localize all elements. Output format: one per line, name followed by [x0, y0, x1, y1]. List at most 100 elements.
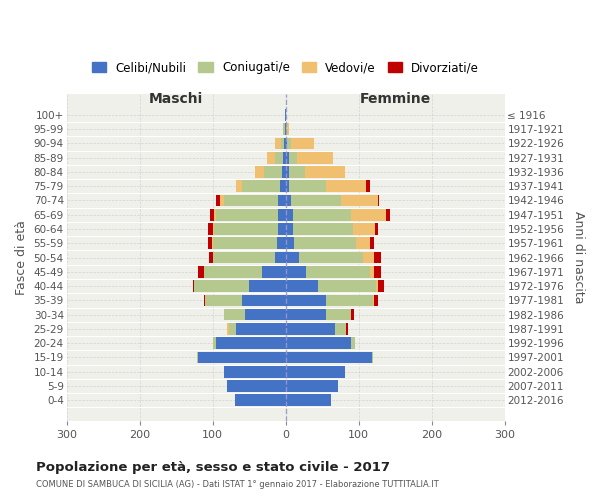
Bar: [208, 223, 212, 235]
Bar: [326, 309, 352, 320]
Bar: [286, 394, 331, 406]
Bar: [211, 209, 214, 220]
Bar: [286, 223, 293, 235]
Text: Maschi: Maschi: [149, 92, 203, 106]
Bar: [216, 209, 278, 220]
Bar: [352, 338, 355, 349]
Bar: [386, 209, 390, 220]
Bar: [376, 280, 379, 292]
Bar: [289, 180, 326, 192]
Bar: [280, 180, 286, 192]
Bar: [216, 194, 220, 206]
Bar: [287, 138, 291, 149]
Bar: [286, 309, 326, 320]
Bar: [255, 166, 264, 178]
Bar: [286, 194, 292, 206]
Bar: [374, 294, 377, 306]
Bar: [286, 380, 338, 392]
Bar: [291, 138, 314, 149]
Bar: [204, 294, 205, 306]
Bar: [292, 194, 341, 206]
Bar: [286, 180, 289, 192]
Bar: [286, 338, 352, 349]
Bar: [275, 252, 286, 264]
Bar: [209, 252, 212, 264]
Text: Popolazione per età, sesso e stato civile - 2017: Popolazione per età, sesso e stato civil…: [36, 462, 390, 474]
Bar: [372, 352, 373, 364]
Bar: [284, 138, 286, 149]
Bar: [194, 280, 249, 292]
Bar: [268, 152, 275, 164]
Bar: [285, 109, 286, 120]
Bar: [287, 124, 289, 135]
Bar: [198, 266, 204, 278]
Bar: [236, 180, 242, 192]
Bar: [242, 294, 286, 306]
Bar: [286, 366, 346, 378]
Bar: [286, 166, 289, 178]
Bar: [214, 223, 278, 235]
Bar: [377, 194, 379, 206]
Bar: [224, 194, 278, 206]
Bar: [214, 209, 216, 220]
Bar: [374, 266, 381, 278]
Legend: Celibi/Nubili, Coniugati/e, Vedovi/e, Divorziati/e: Celibi/Nubili, Coniugati/e, Vedovi/e, Di…: [88, 58, 483, 78]
Bar: [286, 238, 295, 249]
Bar: [374, 223, 379, 235]
Bar: [305, 166, 346, 178]
Bar: [299, 252, 363, 264]
Bar: [286, 209, 293, 220]
Bar: [370, 266, 374, 278]
Bar: [236, 323, 286, 335]
Bar: [326, 294, 373, 306]
Bar: [286, 252, 299, 264]
Bar: [193, 280, 194, 292]
Bar: [204, 266, 262, 278]
Bar: [289, 152, 296, 164]
Bar: [262, 266, 286, 278]
Bar: [346, 323, 349, 335]
Bar: [286, 266, 306, 278]
Bar: [277, 238, 286, 249]
Bar: [205, 294, 242, 306]
Bar: [286, 323, 335, 335]
Bar: [283, 152, 286, 164]
Bar: [374, 252, 381, 264]
Bar: [235, 394, 286, 406]
Y-axis label: Anni di nascita: Anni di nascita: [572, 212, 585, 304]
Bar: [326, 180, 366, 192]
Bar: [249, 280, 286, 292]
Bar: [278, 209, 286, 220]
Bar: [227, 380, 286, 392]
Bar: [212, 252, 214, 264]
Bar: [286, 124, 287, 135]
Bar: [286, 152, 289, 164]
Bar: [286, 280, 318, 292]
Bar: [208, 238, 212, 249]
Bar: [335, 323, 346, 335]
Bar: [197, 352, 198, 364]
Bar: [275, 138, 281, 149]
Bar: [306, 266, 370, 278]
Bar: [286, 352, 372, 364]
Bar: [214, 252, 275, 264]
Bar: [281, 138, 284, 149]
Bar: [224, 309, 245, 320]
Bar: [278, 223, 286, 235]
Bar: [318, 280, 376, 292]
Text: COMUNE DI SAMBUCA DI SICILIA (AG) - Dati ISTAT 1° gennaio 2017 - Elaborazione TU: COMUNE DI SAMBUCA DI SICILIA (AG) - Dati…: [36, 480, 439, 489]
Bar: [296, 152, 333, 164]
Bar: [370, 238, 374, 249]
Bar: [283, 124, 285, 135]
Bar: [363, 252, 374, 264]
Y-axis label: Fasce di età: Fasce di età: [15, 220, 28, 295]
Bar: [293, 223, 353, 235]
Bar: [285, 124, 286, 135]
Bar: [264, 166, 282, 178]
Bar: [289, 166, 305, 178]
Bar: [282, 166, 286, 178]
Bar: [216, 338, 286, 349]
Bar: [278, 194, 286, 206]
Bar: [245, 309, 286, 320]
Bar: [227, 323, 229, 335]
